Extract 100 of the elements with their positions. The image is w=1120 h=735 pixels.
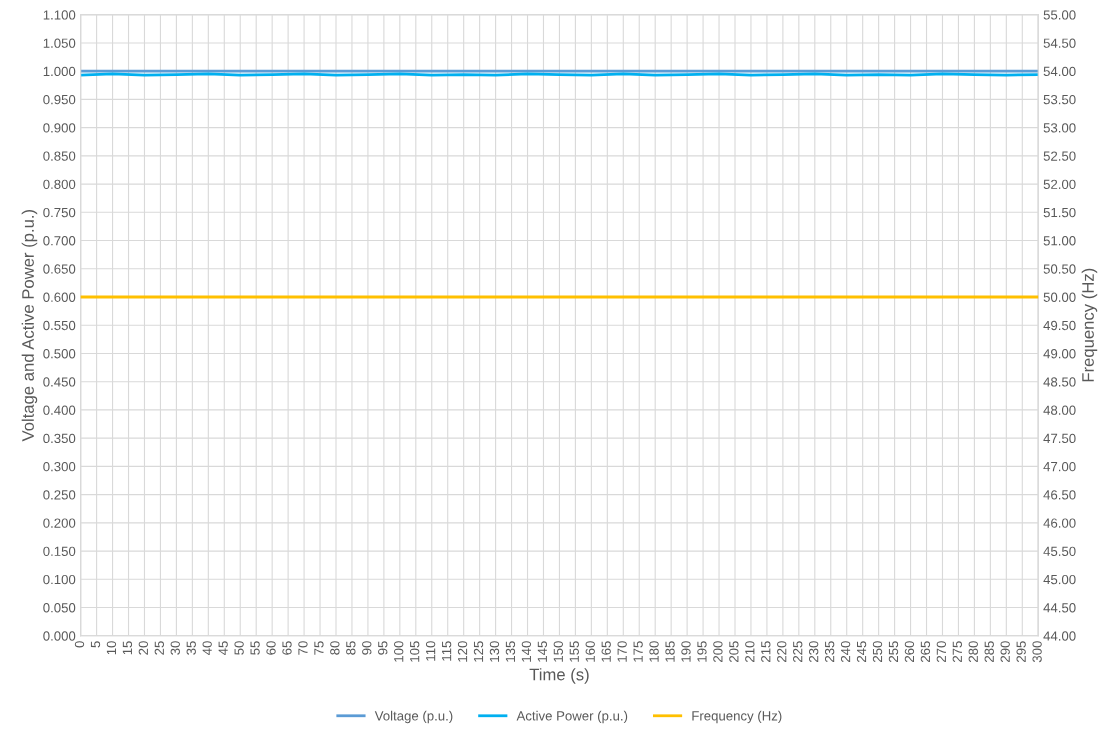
x-tick-label: 85	[346, 641, 356, 655]
x-tick-label: 175	[633, 641, 643, 662]
x-tick-label: 55	[250, 641, 260, 655]
y-axis-title: Voltage and Active Power (p.u.)	[21, 209, 38, 442]
x-tick-label: 260	[904, 641, 915, 662]
x-tick-label: 215	[761, 641, 771, 662]
x-tick-label: 155	[569, 641, 579, 662]
y2-tick-label: 53.50	[1043, 94, 1076, 105]
legend-label: Frequency (Hz)	[692, 710, 782, 724]
y2-tick-label: 54.00	[1043, 66, 1076, 77]
x-tick-label: 280	[968, 641, 978, 662]
x-tick-label: 135	[505, 641, 516, 662]
x-tick-label: 285	[984, 641, 994, 662]
x-tick-label: 220	[777, 641, 787, 662]
y-tick-label: 0.450	[43, 377, 76, 387]
y-tick-label: 0.050	[43, 603, 76, 613]
x-tick-label: 125	[473, 641, 484, 662]
y2-tick-label: 47.50	[1043, 433, 1076, 444]
y-tick-label: 0.950	[43, 94, 76, 105]
y-tick-label: 0.550	[43, 320, 76, 331]
x-tick-label: 120	[457, 641, 468, 662]
x-tick-label: 65	[282, 641, 292, 655]
x-tick-label: 0	[74, 641, 85, 648]
x-tick-label: 165	[601, 641, 611, 662]
y2-tick-label: 46.00	[1043, 518, 1076, 528]
x-tick-label: 5	[90, 641, 101, 648]
y-tick-label: 1.000	[43, 66, 76, 77]
x-tick-label: 300	[1032, 641, 1042, 663]
y2-tick-label: 44.50	[1043, 603, 1076, 613]
x-tick-label: 35	[186, 641, 196, 655]
y2-tick-label: 49.50	[1043, 320, 1076, 331]
x-tick-label: 270	[936, 641, 947, 662]
x-tick-label: 180	[649, 641, 659, 662]
x-tick-label: 100	[394, 641, 404, 662]
y-tick-label: 0.150	[43, 546, 76, 556]
x-tick-label: 15	[122, 641, 133, 655]
y-tick-label: 0.100	[43, 574, 76, 585]
x-tick-label: 105	[410, 641, 420, 662]
y2-tick-label: 51.00	[1043, 236, 1076, 246]
y2-tick-label: 45.50	[1043, 546, 1076, 556]
x-tick-label: 245	[856, 641, 867, 662]
y-tick-label: 0.400	[43, 405, 76, 415]
y2-tick-label: 53.00	[1043, 123, 1076, 133]
x-tick-label: 205	[729, 641, 739, 662]
x-tick-label: 225	[793, 641, 803, 662]
y-tick-label: 0.750	[43, 207, 76, 218]
x-tick-label: 190	[681, 641, 691, 662]
y2-tick-label: 44.00	[1043, 631, 1076, 641]
y-tick-label: 1.100	[43, 10, 76, 20]
y2-tick-label: 50.50	[1043, 264, 1076, 274]
y2-tick-label: 51.50	[1043, 207, 1076, 218]
x-tick-label: 90	[362, 641, 372, 655]
y-tick-label: 0.650	[43, 264, 76, 274]
x-tick-label: 290	[1000, 641, 1010, 662]
y-tick-label: 0.700	[43, 236, 76, 246]
x-tick-label: 70	[298, 641, 308, 655]
x-tick-label: 145	[537, 641, 548, 662]
x-tick-label: 95	[378, 641, 388, 655]
y2-tick-label: 48.00	[1043, 405, 1076, 415]
y-tick-label: 0.600	[43, 292, 76, 302]
y-tick-label: 0.350	[43, 433, 76, 444]
y2-axis-title: Frequency (Hz)	[1081, 268, 1098, 382]
y-tick-label: 0.500	[43, 349, 76, 359]
x-tick-label: 50	[234, 641, 244, 655]
x-tick-label: 115	[442, 641, 452, 661]
x-tick-label: 275	[952, 641, 962, 662]
x-tick-label: 10	[106, 641, 117, 655]
x-tick-label: 210	[745, 641, 755, 662]
x-tick-label: 235	[824, 641, 835, 662]
x-tick-label: 25	[154, 641, 164, 655]
x-tick-label: 295	[1016, 641, 1026, 662]
x-tick-label: 150	[553, 641, 563, 662]
y2-tick-label: 45.00	[1043, 574, 1076, 585]
x-tick-label: 230	[809, 641, 819, 662]
y2-tick-label: 46.50	[1043, 490, 1076, 500]
x-tick-label: 80	[330, 641, 340, 655]
x-tick-label: 45	[218, 641, 228, 656]
x-tick-label: 255	[888, 641, 899, 662]
x-tick-label: 200	[713, 641, 723, 662]
x-tick-label: 250	[872, 641, 883, 662]
x-tick-label: 20	[138, 641, 149, 655]
x-tick-label: 170	[617, 641, 627, 662]
x-tick-label: 30	[170, 641, 180, 655]
y-tick-label: 0.200	[43, 518, 76, 528]
y-tick-label: 0.800	[43, 179, 76, 189]
y-tick-label: 0.000	[43, 631, 76, 641]
x-tick-label: 130	[489, 641, 500, 662]
y2-tick-label: 52.50	[1043, 151, 1076, 161]
legend-label: Active Power (p.u.)	[516, 710, 628, 724]
y2-tick-label: 54.50	[1043, 38, 1076, 48]
x-tick-label: 240	[840, 641, 851, 662]
x-axis-title: Time (s)	[529, 668, 589, 684]
y2-tick-label: 50.00	[1043, 292, 1076, 302]
y-tick-label: 0.850	[43, 151, 76, 161]
y2-tick-label: 49.00	[1043, 349, 1076, 359]
x-tick-label: 195	[697, 641, 707, 662]
x-tick-label: 185	[665, 641, 675, 662]
x-tick-label: 265	[920, 641, 931, 662]
x-tick-label: 160	[585, 641, 595, 662]
y-tick-label: 1.050	[43, 38, 76, 48]
